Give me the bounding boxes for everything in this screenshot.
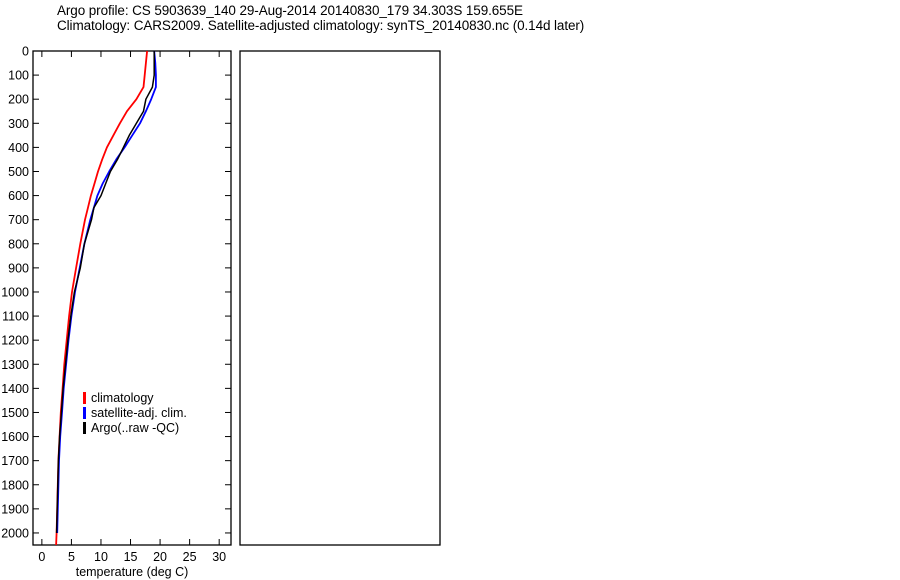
salinity-panel: [239, 50, 441, 546]
y-tick-label: 1800: [1, 478, 29, 492]
x-tick-label: 0: [38, 550, 45, 564]
y-tick-label: 1600: [1, 430, 29, 444]
plot-frame: [239, 50, 441, 546]
legend-swatch: [83, 407, 86, 419]
y-tick-label: 700: [8, 213, 29, 227]
plot-frame: [32, 50, 232, 546]
legend-label: Argo(..raw -QC): [91, 421, 179, 435]
legend-swatch: [83, 422, 86, 434]
y-tick-label: 200: [8, 93, 29, 107]
y-tick-label: 100: [8, 69, 29, 83]
y-tick-label: 300: [8, 117, 29, 131]
y-tick-label: 1900: [1, 502, 29, 516]
y-tick-label: 0: [22, 45, 29, 59]
figure-title-line2: Climatology: CARS2009. Satellite-adjuste…: [57, 18, 585, 33]
series-argo-line: [55, 51, 155, 534]
y-tick-label: 1100: [2, 310, 29, 324]
x-tick-label: 20: [153, 550, 167, 564]
legend-label: satellite-adj. clim.: [91, 406, 187, 420]
figure-title-line1: Argo profile: CS 5903639_140 29-Aug-2014…: [57, 3, 523, 18]
y-tick-label: 1000: [1, 285, 29, 299]
x-tick-label: 30: [212, 550, 226, 564]
x-tick-label: 15: [124, 550, 138, 564]
y-tick-label: 600: [8, 189, 29, 203]
x-tick-label: 25: [183, 550, 197, 564]
y-tick-label: 900: [8, 261, 29, 275]
y-tick-label: 1700: [1, 454, 29, 468]
y-tick-label: 2000: [1, 526, 29, 540]
legend-swatch: [83, 392, 86, 404]
y-tick-label: 1200: [1, 334, 29, 348]
temperature-panel: 0100200300400500600700800900100011001200…: [1, 45, 232, 579]
x-axis-label: temperature (deg C): [76, 565, 189, 579]
y-tick-label: 400: [8, 141, 29, 155]
y-tick-label: 1500: [1, 406, 29, 420]
x-tick-label: 5: [68, 550, 75, 564]
y-tick-label: 1400: [1, 382, 29, 396]
y-tick-label: 1300: [1, 358, 29, 372]
legend-label: climatology: [91, 391, 154, 405]
x-tick-label: 10: [94, 550, 108, 564]
y-tick-label: 500: [8, 165, 29, 179]
y-tick-label: 800: [8, 237, 29, 251]
